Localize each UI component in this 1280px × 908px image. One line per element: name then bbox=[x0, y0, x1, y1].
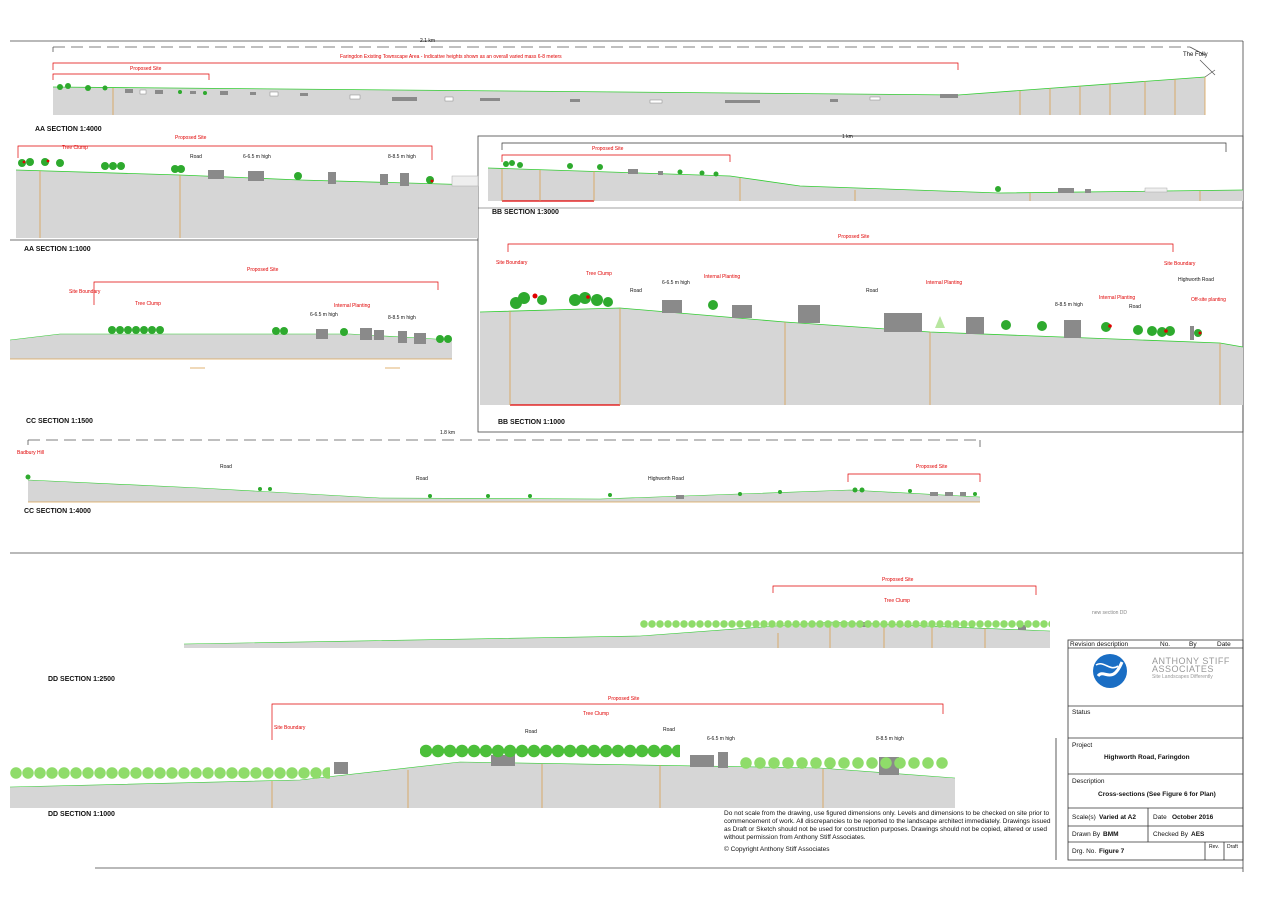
cc4000-distance: 1.8 km bbox=[440, 430, 456, 436]
cc4000-road-2: Road bbox=[416, 476, 428, 482]
bb1000-internal-planting-2: Internal Planting bbox=[926, 280, 963, 286]
dd1000-height-1: 6-6.5 m high bbox=[707, 736, 735, 742]
cc4000-road-1: Road bbox=[220, 464, 232, 470]
aa4000-title: AA SECTION 1:4000 bbox=[35, 126, 102, 133]
dd1000-road-2: Road bbox=[663, 727, 675, 733]
tb-date-value: October 2016 bbox=[1172, 814, 1214, 821]
bb1000-internal-planting-1: Internal Planting bbox=[704, 274, 741, 280]
tb-scale-label: Scale(s) bbox=[1072, 814, 1096, 821]
tb-drg-no-value: Figure 7 bbox=[1099, 848, 1125, 855]
tb-drawn-by-label: Drawn By bbox=[1072, 831, 1101, 838]
dd1000-tree-canopy-left bbox=[10, 766, 330, 780]
tb-drg-no-label: Drg. No. bbox=[1072, 848, 1097, 855]
dd1000-road-1: Road bbox=[525, 729, 537, 735]
tb-description-label: Description bbox=[1072, 778, 1105, 785]
bb3000-distance: 1 km bbox=[842, 134, 853, 140]
tb-description-value: Cross-sections (See Figure 6 for Plan) bbox=[1098, 791, 1216, 798]
aa1000-section bbox=[15, 145, 479, 238]
tb-date-label: Date bbox=[1153, 814, 1167, 821]
aa4000-folly: The Folly bbox=[1183, 52, 1208, 58]
aa1000-height-2: 8-8.5 m high bbox=[388, 154, 416, 160]
aa4000-section bbox=[52, 46, 1216, 115]
bb1000-highworth-road: Highworth Road bbox=[1178, 277, 1214, 283]
aa1000-height-1: 6-6.5 m high bbox=[243, 154, 271, 160]
tb-no: No. bbox=[1160, 641, 1171, 648]
tb-drawn-by-value: BMM bbox=[1103, 831, 1119, 838]
tb-status-label: Status bbox=[1072, 709, 1091, 716]
bb1000-road-2: Road bbox=[866, 288, 878, 294]
bb1000-offsite-planting: Off-site planting bbox=[1191, 297, 1226, 303]
cc1500-title: CC SECTION 1:1500 bbox=[26, 418, 93, 425]
bb1000-internal-planting-3: Internal Planting bbox=[1099, 295, 1136, 301]
cc4000-highworth-road: Highworth Road bbox=[648, 476, 684, 482]
dd2500-title: DD SECTION 1:2500 bbox=[48, 676, 115, 683]
tb-rev-label: Rev. bbox=[1209, 844, 1219, 850]
tb-company-line2: ASSOCIATES bbox=[1152, 664, 1214, 674]
tb-date: Date bbox=[1217, 641, 1231, 648]
bb1000-tree-clump: Tree Clump bbox=[586, 271, 612, 277]
dd2500-proposed-site: Proposed Site bbox=[882, 577, 914, 583]
tb-by: By bbox=[1189, 641, 1197, 648]
cc4000-proposed-site: Proposed Site bbox=[916, 464, 948, 470]
bb1000-section bbox=[479, 243, 1244, 406]
dd2500-section bbox=[183, 585, 1051, 648]
title-block-lines bbox=[1055, 639, 1244, 861]
disclaimer-note: Do not scale from the drawing, use figur… bbox=[724, 810, 1051, 841]
aa1000-title: AA SECTION 1:1000 bbox=[24, 246, 91, 253]
dd1000-proposed-site: Proposed Site bbox=[608, 696, 640, 702]
dd1000-tree-canopy-centre bbox=[420, 742, 680, 760]
cc1500-site-boundary: Site Boundary bbox=[69, 289, 101, 295]
tb-company-line1: ANTHONY STIFF bbox=[1152, 656, 1230, 666]
tb-project-value: Highworth Road, Faringdon bbox=[1104, 754, 1190, 761]
tb-checked-by-label: Checked By bbox=[1153, 831, 1189, 838]
dd2500-new-section-note: new section DD bbox=[1092, 610, 1128, 616]
bb1000-title: BB SECTION 1:1000 bbox=[498, 419, 565, 426]
cc1500-internal-planting: Internal Planting bbox=[334, 303, 371, 309]
aa4000-proposed-site: Proposed Site bbox=[130, 66, 162, 72]
tb-draft-label: Draft bbox=[1227, 844, 1238, 850]
bb1000-road-1: Road bbox=[630, 288, 642, 294]
aa1000-road: Road bbox=[190, 154, 202, 160]
tb-revision-description: Revision description bbox=[1070, 641, 1129, 648]
cc1500-tree-clump: Tree Clump bbox=[135, 301, 161, 307]
cc4000-section bbox=[25, 439, 981, 503]
aa4000-townscape-note: Faringdon Existing Townscape Area - Indi… bbox=[340, 54, 562, 60]
aa1000-tree-clump: Tree Clump bbox=[62, 145, 88, 151]
bb3000-section bbox=[487, 142, 1244, 202]
aa4000-distance: 2.1 km bbox=[420, 38, 436, 44]
cc4000-badbury-hill: Badbury Hill bbox=[17, 450, 44, 456]
dd1000-height-2: 8-8.5 m high bbox=[876, 736, 904, 742]
tb-project-label: Project bbox=[1072, 742, 1093, 749]
cc1500-section bbox=[9, 281, 453, 369]
bb3000-proposed-site: Proposed Site bbox=[592, 146, 624, 152]
bb1000-road-3: Road bbox=[1129, 304, 1141, 310]
tb-company-tagline: Site Landscapes Differently bbox=[1152, 674, 1213, 680]
bb3000-title: BB SECTION 1:3000 bbox=[492, 209, 559, 216]
aa1000-proposed-site: Proposed Site bbox=[175, 135, 207, 141]
dd1000-tree-canopy-right bbox=[740, 755, 950, 771]
cc1500-height-2: 8-8.5 m high bbox=[388, 315, 416, 321]
bb1000-site-boundary-left: Site Boundary bbox=[496, 260, 528, 266]
company-logo-mark bbox=[1093, 654, 1127, 688]
copyright-note: © Copyright Anthony Stiff Associates bbox=[724, 846, 830, 853]
tb-checked-by-value: AES bbox=[1191, 831, 1205, 838]
dd2500-tree-clump: Tree Clump bbox=[884, 598, 910, 604]
cc4000-title: CC SECTION 1:4000 bbox=[24, 508, 91, 515]
bb1000-site-boundary-right: Site Boundary bbox=[1164, 261, 1196, 267]
cc1500-height-1: 6-6.5 m high bbox=[310, 312, 338, 318]
bb1000-proposed-site: Proposed Site bbox=[838, 234, 870, 240]
dd2500-tree-canopy bbox=[640, 618, 1050, 630]
tb-scale-value: Varied at A2 bbox=[1099, 814, 1136, 821]
dd1000-tree-clump: Tree Clump bbox=[583, 711, 609, 717]
cc1500-proposed-site: Proposed Site bbox=[247, 267, 279, 273]
dd1000-title: DD SECTION 1:1000 bbox=[48, 811, 115, 818]
bb1000-height-1: 6-6.5 m high bbox=[662, 280, 690, 286]
dd1000-site-boundary: Site Boundary bbox=[274, 725, 306, 731]
bb1000-height-2: 8-8.5 m high bbox=[1055, 302, 1083, 308]
